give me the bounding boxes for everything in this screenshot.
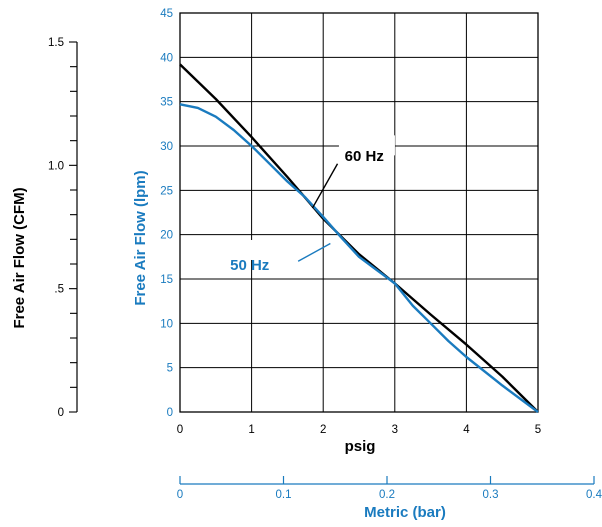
secondary-y-tick-label: 1.5	[48, 37, 64, 49]
x-tick-label: 1	[248, 424, 254, 436]
x-axis-title: psig	[345, 438, 376, 455]
y-axis-title: Free Air Flow (lpm)	[132, 170, 149, 305]
secondary-y-axis-title: Free Air Flow (CFM)	[11, 187, 28, 328]
secondary-x-tick-label: 0.1	[276, 489, 292, 501]
x-tick-label: 5	[535, 424, 541, 436]
secondary-x-tick-label: 0	[177, 489, 183, 501]
secondary-y-tick-label: 1.0	[48, 160, 64, 172]
plot-area	[179, 12, 539, 413]
y-tick-label: 15	[160, 274, 173, 286]
secondary-x-tick-label: 0.3	[483, 489, 499, 501]
series-line	[179, 103, 539, 413]
secondary-y-tick-label: 0	[58, 407, 64, 419]
y-tick-label: 0	[167, 407, 173, 419]
y-tick-label: 30	[160, 141, 173, 153]
x-tick-label: 0	[177, 424, 183, 436]
y-tick-label: 10	[160, 318, 173, 330]
secondary-x-axis-title: Metric (bar)	[364, 504, 446, 521]
y-tick-label: 20	[160, 230, 173, 242]
series-label-50hz: 50 Hz	[230, 257, 269, 274]
plot-border	[179, 12, 539, 413]
axes-layer	[69, 41, 595, 485]
x-tick-label: 2	[320, 424, 326, 436]
label-background	[230, 239, 287, 260]
x-tick-label: 4	[463, 424, 470, 436]
y-tick-label: 5	[167, 363, 173, 375]
y-tick-label: 35	[160, 97, 173, 109]
series-line	[179, 63, 539, 413]
x-tick-label: 3	[392, 424, 398, 436]
secondary-x-tick-label: 0.4	[586, 489, 602, 501]
secondary-x-tick-label: 0.2	[379, 489, 395, 501]
grid	[180, 13, 538, 412]
y-tick-label: 25	[160, 185, 173, 197]
y-tick-label: 40	[160, 52, 173, 64]
label-leader	[297, 242, 331, 262]
label-leader	[311, 163, 339, 209]
series-layer	[179, 63, 539, 413]
secondary-y-tick-label: .5	[54, 284, 64, 296]
series-label-60hz: 60 Hz	[345, 148, 384, 165]
label-background	[338, 135, 395, 156]
y-tick-label: 45	[160, 8, 173, 20]
